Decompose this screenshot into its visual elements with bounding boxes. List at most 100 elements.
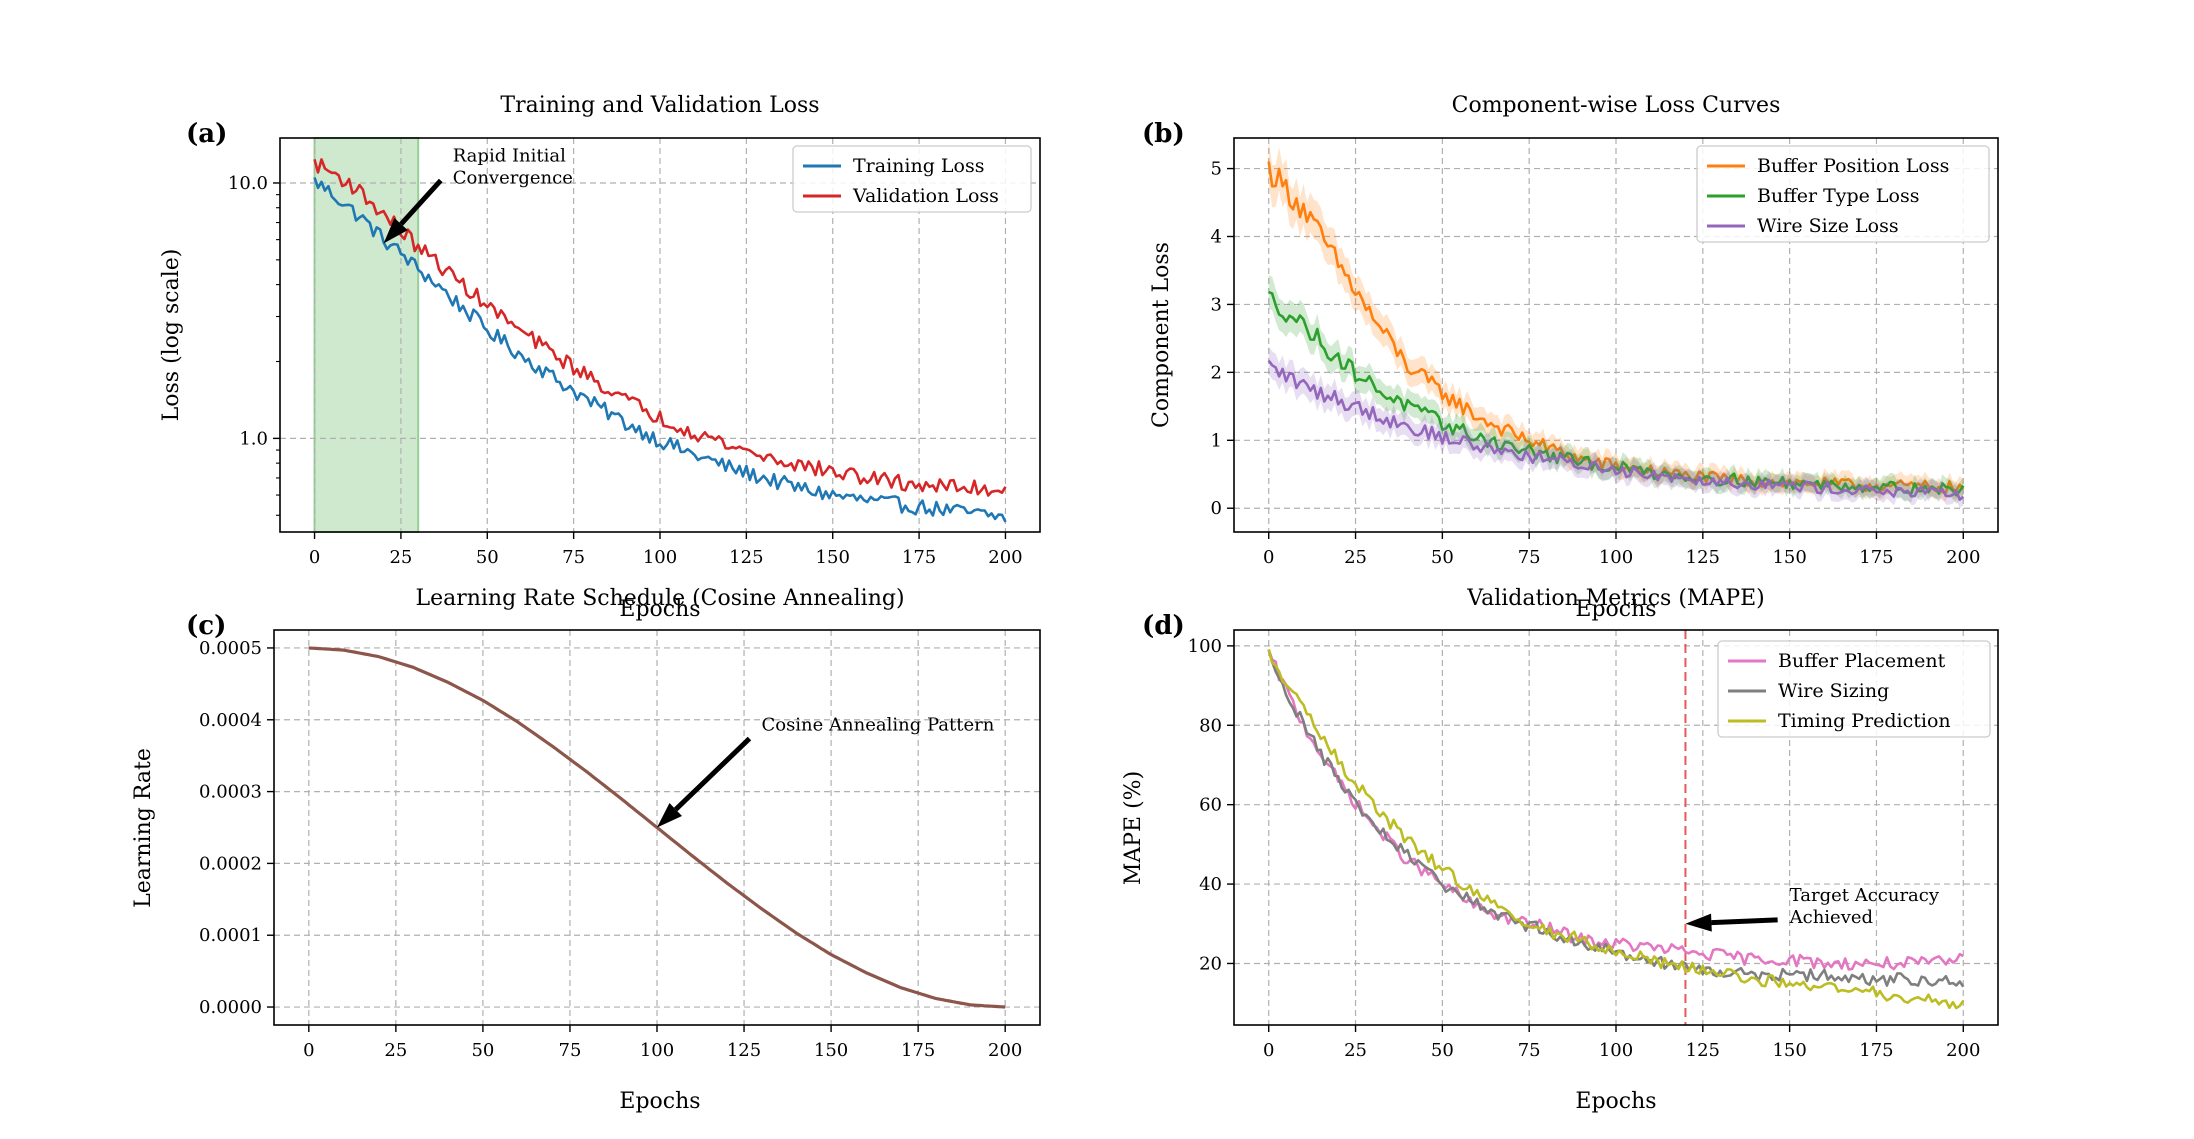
series-line bbox=[1267, 161, 1965, 494]
legend-entry: Validation Loss bbox=[852, 185, 999, 207]
annotation-arrow-shaft bbox=[674, 736, 752, 812]
x-axis-label-a: Epochs bbox=[619, 597, 700, 622]
series-b bbox=[1267, 139, 1965, 509]
x-tick-label: 200 bbox=[1946, 1040, 1980, 1061]
x-tick-label: 0 bbox=[303, 1040, 314, 1061]
legend-a: Training Loss Validation Loss bbox=[792, 145, 1032, 213]
x-tick-label: 25 bbox=[389, 547, 412, 568]
legend-entry: Wire Size Loss bbox=[1757, 215, 1899, 237]
y-tick-label: 5 bbox=[1211, 159, 1222, 180]
y-axis-label-a: Loss (log scale) bbox=[159, 249, 184, 422]
x-tick-label: 175 bbox=[1859, 1040, 1893, 1061]
annotation-arrow-head bbox=[383, 218, 408, 244]
x-axis-label-c: Epochs bbox=[619, 1089, 700, 1114]
x-tick-label: 125 bbox=[1686, 547, 1720, 568]
y-tick-label: 60 bbox=[1199, 795, 1222, 816]
x-tick-label: 75 bbox=[1518, 547, 1541, 568]
annotation-text: Achieved bbox=[1789, 907, 1873, 928]
y-tick-label: 100 bbox=[1188, 636, 1222, 657]
annotation-arrow-head bbox=[1685, 913, 1712, 932]
chart-title-c: Learning Rate Schedule (Cosine Annealing… bbox=[415, 586, 904, 611]
x-ticks-b: 0 25 50 75 100 125 150 175 200 bbox=[1263, 532, 1980, 568]
y-tick-label: 0.0004 bbox=[199, 710, 262, 731]
panel-c: 0 25 50 75 100 125 150 175 200 0.0000 0.0001 0.000… bbox=[131, 586, 1041, 1114]
legend-entry: Buffer Placement bbox=[1778, 650, 1946, 672]
y-tick-label: 1 bbox=[1211, 430, 1222, 451]
y-tick-label: 4 bbox=[1211, 227, 1222, 248]
y-tick-label: 0.0003 bbox=[199, 782, 262, 803]
confidence-band bbox=[1268, 139, 1964, 502]
x-tick-label: 75 bbox=[562, 547, 585, 568]
annotation-text: Cosine Annealing Pattern bbox=[761, 715, 994, 736]
x-tick-label: 25 bbox=[1344, 547, 1367, 568]
shaded-region-a bbox=[313, 137, 420, 533]
panel-label-a: (a) bbox=[186, 119, 227, 149]
y-axis-label-b: Component Loss bbox=[1149, 242, 1174, 428]
y-axis-label-c: Learning Rate bbox=[131, 748, 156, 908]
x-tick-label: 175 bbox=[901, 1040, 935, 1061]
x-axis-label-d: Epochs bbox=[1575, 1089, 1656, 1114]
series-d bbox=[1267, 630, 1965, 1025]
panel-label-d: (d) bbox=[1142, 611, 1185, 641]
annotation-text: Rapid Initial bbox=[453, 145, 566, 166]
annotation-text: Target Accuracy bbox=[1790, 885, 1940, 906]
series-line bbox=[1267, 359, 1965, 502]
y-tick-label: 0.0000 bbox=[199, 997, 262, 1018]
chart-title-d: Validation Metrics (MAPE) bbox=[1466, 586, 1765, 611]
y-tick-label: 10.0 bbox=[228, 173, 268, 194]
panel-b: 0 25 50 75 100 125 150 175 200 0 1 2 3 4 5 Component-… bbox=[1142, 93, 1999, 622]
legend-b: Buffer Position Loss Buffer Type Loss Wire… bbox=[1696, 145, 1990, 243]
x-tick-label: 125 bbox=[727, 1040, 761, 1061]
x-tick-label: 150 bbox=[814, 1040, 848, 1061]
x-tick-label: 200 bbox=[1946, 547, 1980, 568]
annotation-arrow-head bbox=[657, 802, 682, 828]
y-tick-label: 1.0 bbox=[239, 428, 268, 449]
x-tick-label: 25 bbox=[384, 1040, 407, 1061]
x-tick-label: 175 bbox=[902, 547, 936, 568]
x-tick-label: 50 bbox=[1431, 1040, 1454, 1061]
x-tick-label: 25 bbox=[1344, 1040, 1367, 1061]
y-tick-label: 0 bbox=[1211, 498, 1222, 519]
x-tick-label: 200 bbox=[988, 1040, 1022, 1061]
x-tick-label: 50 bbox=[471, 1040, 494, 1061]
x-tick-label: 0 bbox=[1263, 547, 1274, 568]
legend-entry: Timing Prediction bbox=[1778, 710, 1951, 732]
legend-entry: Wire Sizing bbox=[1778, 680, 1889, 702]
legend-box bbox=[1717, 640, 1991, 738]
annotation-arrow-shaft bbox=[399, 178, 443, 226]
y-tick-label: 0.0001 bbox=[199, 925, 262, 946]
legend-box bbox=[1696, 145, 1990, 243]
y-tick-label: 2 bbox=[1211, 362, 1222, 383]
x-tick-label: 100 bbox=[643, 547, 677, 568]
y-axis-label-d: MAPE (%) bbox=[1121, 771, 1146, 885]
x-tick-label: 75 bbox=[559, 1040, 582, 1061]
x-tick-label: 125 bbox=[1686, 1040, 1720, 1061]
y-tick-label: 20 bbox=[1199, 953, 1222, 974]
x-ticks-c: 0 25 50 75 100 125 150 175 200 bbox=[303, 1025, 1022, 1061]
panel-d: 0 25 50 75 100 125 150 175 200 20 40 60 80 100 Valid… bbox=[1121, 586, 1999, 1114]
y-tick-label: 0.0005 bbox=[199, 638, 262, 659]
series-line bbox=[313, 158, 1007, 497]
panel-a: 0 25 50 75 100 125 150 175 200 1.0 10.0 Training … bbox=[159, 93, 1041, 622]
shaded-region bbox=[313, 137, 420, 533]
legend-entry: Buffer Position Loss bbox=[1757, 155, 1949, 177]
y-tick-label: 3 bbox=[1211, 294, 1222, 315]
legend-entry: Training Loss bbox=[853, 155, 984, 177]
y-ticks-c: 0.0000 0.0001 0.0002 0.0003 0.0004 0.0005 bbox=[199, 638, 274, 1018]
x-tick-label: 50 bbox=[1431, 547, 1454, 568]
y-ticks-b: 0 1 2 3 4 5 bbox=[1211, 159, 1234, 519]
annotation-c: Cosine Annealing Pattern bbox=[657, 715, 995, 828]
panel-label-b: (b) bbox=[1142, 119, 1185, 149]
annotation-text: Convergence bbox=[453, 167, 573, 188]
panel-label-c: (c) bbox=[186, 611, 226, 641]
x-axis-label-b: Epochs bbox=[1575, 597, 1656, 622]
series-line bbox=[1267, 649, 1965, 988]
y-tick-label: 40 bbox=[1199, 874, 1222, 895]
x-tick-label: 100 bbox=[640, 1040, 674, 1061]
x-tick-label: 125 bbox=[729, 547, 763, 568]
series-line bbox=[313, 177, 1007, 523]
x-tick-label: 150 bbox=[1772, 547, 1806, 568]
